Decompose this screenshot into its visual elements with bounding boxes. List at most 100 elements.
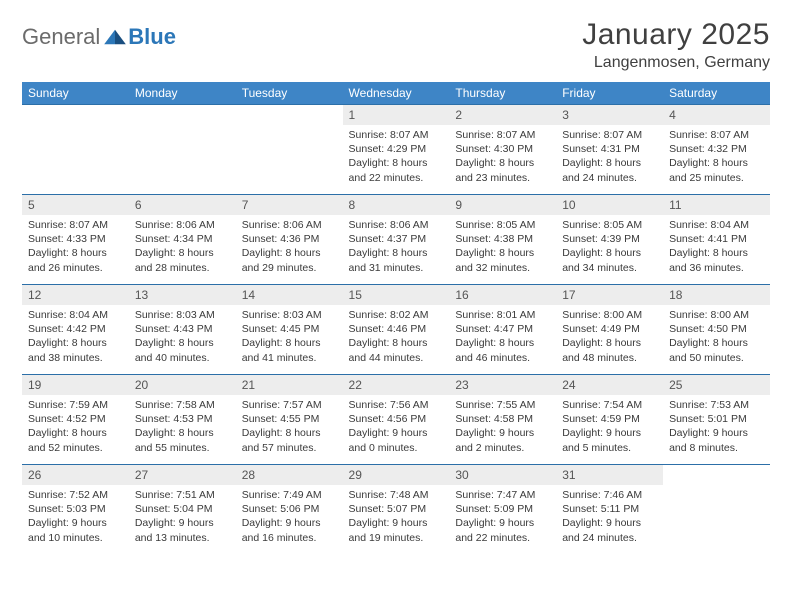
sunset-text: Sunset: 4:32 PM [669,142,764,156]
sunrise-text: Sunrise: 8:02 AM [349,308,444,322]
calendar-day-cell: 16Sunrise: 8:01 AMSunset: 4:47 PMDayligh… [449,285,556,375]
sunset-text: Sunset: 5:07 PM [349,502,444,516]
daylight-text: Daylight: 8 hours and 55 minutes. [135,426,230,454]
day-info: Sunrise: 7:56 AMSunset: 4:56 PMDaylight:… [343,395,450,459]
daylight-text: Daylight: 9 hours and 24 minutes. [562,516,657,544]
sunrise-text: Sunrise: 8:04 AM [28,308,123,322]
sunset-text: Sunset: 4:34 PM [135,232,230,246]
page-header: General Blue January 2025 Langenmosen, G… [22,18,770,72]
daylight-text: Daylight: 8 hours and 44 minutes. [349,336,444,364]
day-info: Sunrise: 8:00 AMSunset: 4:50 PMDaylight:… [663,305,770,369]
daylight-text: Daylight: 9 hours and 16 minutes. [242,516,337,544]
day-number: 7 [236,195,343,215]
sunset-text: Sunset: 4:39 PM [562,232,657,246]
day-info: Sunrise: 8:03 AMSunset: 4:45 PMDaylight:… [236,305,343,369]
calendar-day-cell: 30Sunrise: 7:47 AMSunset: 5:09 PMDayligh… [449,465,556,555]
day-info: Sunrise: 8:07 AMSunset: 4:32 PMDaylight:… [663,125,770,189]
daylight-text: Daylight: 8 hours and 36 minutes. [669,246,764,274]
calendar-day-cell [129,105,236,195]
day-number: 18 [663,285,770,305]
day-info: Sunrise: 8:07 AMSunset: 4:31 PMDaylight:… [556,125,663,189]
daylight-text: Daylight: 9 hours and 22 minutes. [455,516,550,544]
day-info: Sunrise: 7:51 AMSunset: 5:04 PMDaylight:… [129,485,236,549]
sunrise-text: Sunrise: 7:51 AM [135,488,230,502]
calendar-day-cell: 18Sunrise: 8:00 AMSunset: 4:50 PMDayligh… [663,285,770,375]
sunrise-text: Sunrise: 7:54 AM [562,398,657,412]
calendar-day-cell: 10Sunrise: 8:05 AMSunset: 4:39 PMDayligh… [556,195,663,285]
daylight-text: Daylight: 8 hours and 41 minutes. [242,336,337,364]
weekday-header: Tuesday [236,82,343,105]
sunrise-text: Sunrise: 8:00 AM [669,308,764,322]
sunset-text: Sunset: 4:49 PM [562,322,657,336]
sunset-text: Sunset: 4:29 PM [349,142,444,156]
day-info: Sunrise: 7:58 AMSunset: 4:53 PMDaylight:… [129,395,236,459]
day-number: 19 [22,375,129,395]
calendar-day-cell: 31Sunrise: 7:46 AMSunset: 5:11 PMDayligh… [556,465,663,555]
sunset-text: Sunset: 4:58 PM [455,412,550,426]
sunset-text: Sunset: 4:47 PM [455,322,550,336]
daylight-text: Daylight: 8 hours and 46 minutes. [455,336,550,364]
sunrise-text: Sunrise: 8:03 AM [135,308,230,322]
sunset-text: Sunset: 4:45 PM [242,322,337,336]
day-number: 3 [556,105,663,125]
daylight-text: Daylight: 8 hours and 38 minutes. [28,336,123,364]
day-number: 27 [129,465,236,485]
sunrise-text: Sunrise: 7:56 AM [349,398,444,412]
weekday-header: Saturday [663,82,770,105]
day-info: Sunrise: 8:00 AMSunset: 4:49 PMDaylight:… [556,305,663,369]
daylight-text: Daylight: 8 hours and 52 minutes. [28,426,123,454]
sunrise-text: Sunrise: 8:06 AM [349,218,444,232]
calendar-day-cell [22,105,129,195]
sunset-text: Sunset: 5:03 PM [28,502,123,516]
calendar-day-cell: 15Sunrise: 8:02 AMSunset: 4:46 PMDayligh… [343,285,450,375]
sunrise-text: Sunrise: 8:00 AM [562,308,657,322]
calendar-page: General Blue January 2025 Langenmosen, G… [0,0,792,555]
calendar-day-cell: 17Sunrise: 8:00 AMSunset: 4:49 PMDayligh… [556,285,663,375]
sunrise-text: Sunrise: 8:01 AM [455,308,550,322]
calendar-day-cell: 5Sunrise: 8:07 AMSunset: 4:33 PMDaylight… [22,195,129,285]
calendar-week-row: 5Sunrise: 8:07 AMSunset: 4:33 PMDaylight… [22,195,770,285]
calendar-day-cell: 8Sunrise: 8:06 AMSunset: 4:37 PMDaylight… [343,195,450,285]
day-info: Sunrise: 7:46 AMSunset: 5:11 PMDaylight:… [556,485,663,549]
sunset-text: Sunset: 4:36 PM [242,232,337,246]
sunset-text: Sunset: 4:46 PM [349,322,444,336]
day-info: Sunrise: 7:52 AMSunset: 5:03 PMDaylight:… [22,485,129,549]
daylight-text: Daylight: 8 hours and 34 minutes. [562,246,657,274]
day-number: 29 [343,465,450,485]
sunset-text: Sunset: 4:42 PM [28,322,123,336]
daylight-text: Daylight: 9 hours and 2 minutes. [455,426,550,454]
daylight-text: Daylight: 8 hours and 29 minutes. [242,246,337,274]
sunset-text: Sunset: 4:56 PM [349,412,444,426]
daylight-text: Daylight: 8 hours and 26 minutes. [28,246,123,274]
sunrise-text: Sunrise: 7:58 AM [135,398,230,412]
title-block: January 2025 Langenmosen, Germany [582,18,770,72]
sunset-text: Sunset: 5:09 PM [455,502,550,516]
brand-text-2: Blue [128,24,176,50]
day-info: Sunrise: 8:04 AMSunset: 4:41 PMDaylight:… [663,215,770,279]
day-number: 24 [556,375,663,395]
daylight-text: Daylight: 9 hours and 0 minutes. [349,426,444,454]
location-label: Langenmosen, Germany [582,54,770,72]
daylight-text: Daylight: 8 hours and 48 minutes. [562,336,657,364]
day-info: Sunrise: 8:05 AMSunset: 4:38 PMDaylight:… [449,215,556,279]
calendar-table: SundayMondayTuesdayWednesdayThursdayFrid… [22,82,770,555]
sunrise-text: Sunrise: 8:07 AM [349,128,444,142]
day-info: Sunrise: 8:06 AMSunset: 4:36 PMDaylight:… [236,215,343,279]
daylight-text: Daylight: 9 hours and 8 minutes. [669,426,764,454]
calendar-head: SundayMondayTuesdayWednesdayThursdayFrid… [22,82,770,105]
day-info: Sunrise: 8:05 AMSunset: 4:39 PMDaylight:… [556,215,663,279]
sunset-text: Sunset: 5:04 PM [135,502,230,516]
day-info: Sunrise: 8:06 AMSunset: 4:34 PMDaylight:… [129,215,236,279]
sunrise-text: Sunrise: 7:48 AM [349,488,444,502]
day-number: 4 [663,105,770,125]
daylight-text: Daylight: 8 hours and 28 minutes. [135,246,230,274]
sunrise-text: Sunrise: 7:57 AM [242,398,337,412]
day-number: 21 [236,375,343,395]
daylight-text: Daylight: 8 hours and 40 minutes. [135,336,230,364]
calendar-day-cell: 11Sunrise: 8:04 AMSunset: 4:41 PMDayligh… [663,195,770,285]
sunset-text: Sunset: 4:50 PM [669,322,764,336]
weekday-header: Sunday [22,82,129,105]
day-info: Sunrise: 8:06 AMSunset: 4:37 PMDaylight:… [343,215,450,279]
day-info: Sunrise: 7:54 AMSunset: 4:59 PMDaylight:… [556,395,663,459]
calendar-day-cell: 2Sunrise: 8:07 AMSunset: 4:30 PMDaylight… [449,105,556,195]
